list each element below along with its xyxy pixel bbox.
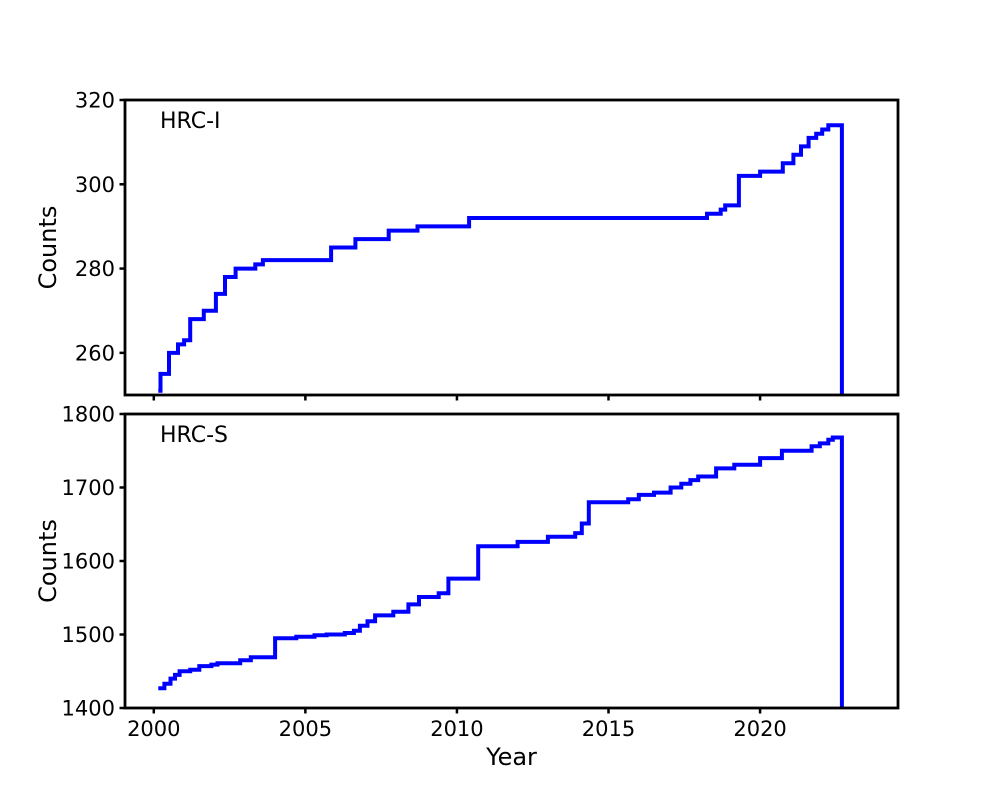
y-tick-label: 1700 <box>62 476 115 500</box>
x-axis-label: Year <box>485 743 537 771</box>
panel-label: HRC-I <box>160 109 221 134</box>
x-tick-label: 2000 <box>127 717 180 741</box>
x-tick-label: 2015 <box>582 717 635 741</box>
panel-hrc-i: 260 280 300 320 HRC-I Counts <box>34 89 900 401</box>
y-tick-label: 260 <box>75 341 115 365</box>
y-axis-label: Counts <box>34 206 62 290</box>
y-tick-label: 300 <box>75 173 115 197</box>
x-tick-label: 2010 <box>430 717 483 741</box>
y-axis-label: Counts <box>34 519 62 603</box>
y-tick-label: 320 <box>75 89 115 113</box>
y-tick-label: 1500 <box>62 623 115 647</box>
series-line-hrc-i <box>158 123 844 395</box>
axes-frame <box>123 98 900 397</box>
y-tick-label: 1400 <box>62 697 115 721</box>
y-tick-label: 1800 <box>62 403 115 427</box>
x-tick-label: 2005 <box>279 717 332 741</box>
y-tick-label: 1600 <box>62 550 115 574</box>
x-tick-label: 2020 <box>733 717 786 741</box>
axes-frame <box>123 412 900 710</box>
panel-hrc-s: 1400 1500 1600 1700 1800 2000 2005 2010 2015 2020… <box>34 403 900 771</box>
y-tick-label: 280 <box>75 257 115 281</box>
panel-label: HRC-S <box>160 423 228 448</box>
series-line-hrc-s <box>158 435 844 708</box>
